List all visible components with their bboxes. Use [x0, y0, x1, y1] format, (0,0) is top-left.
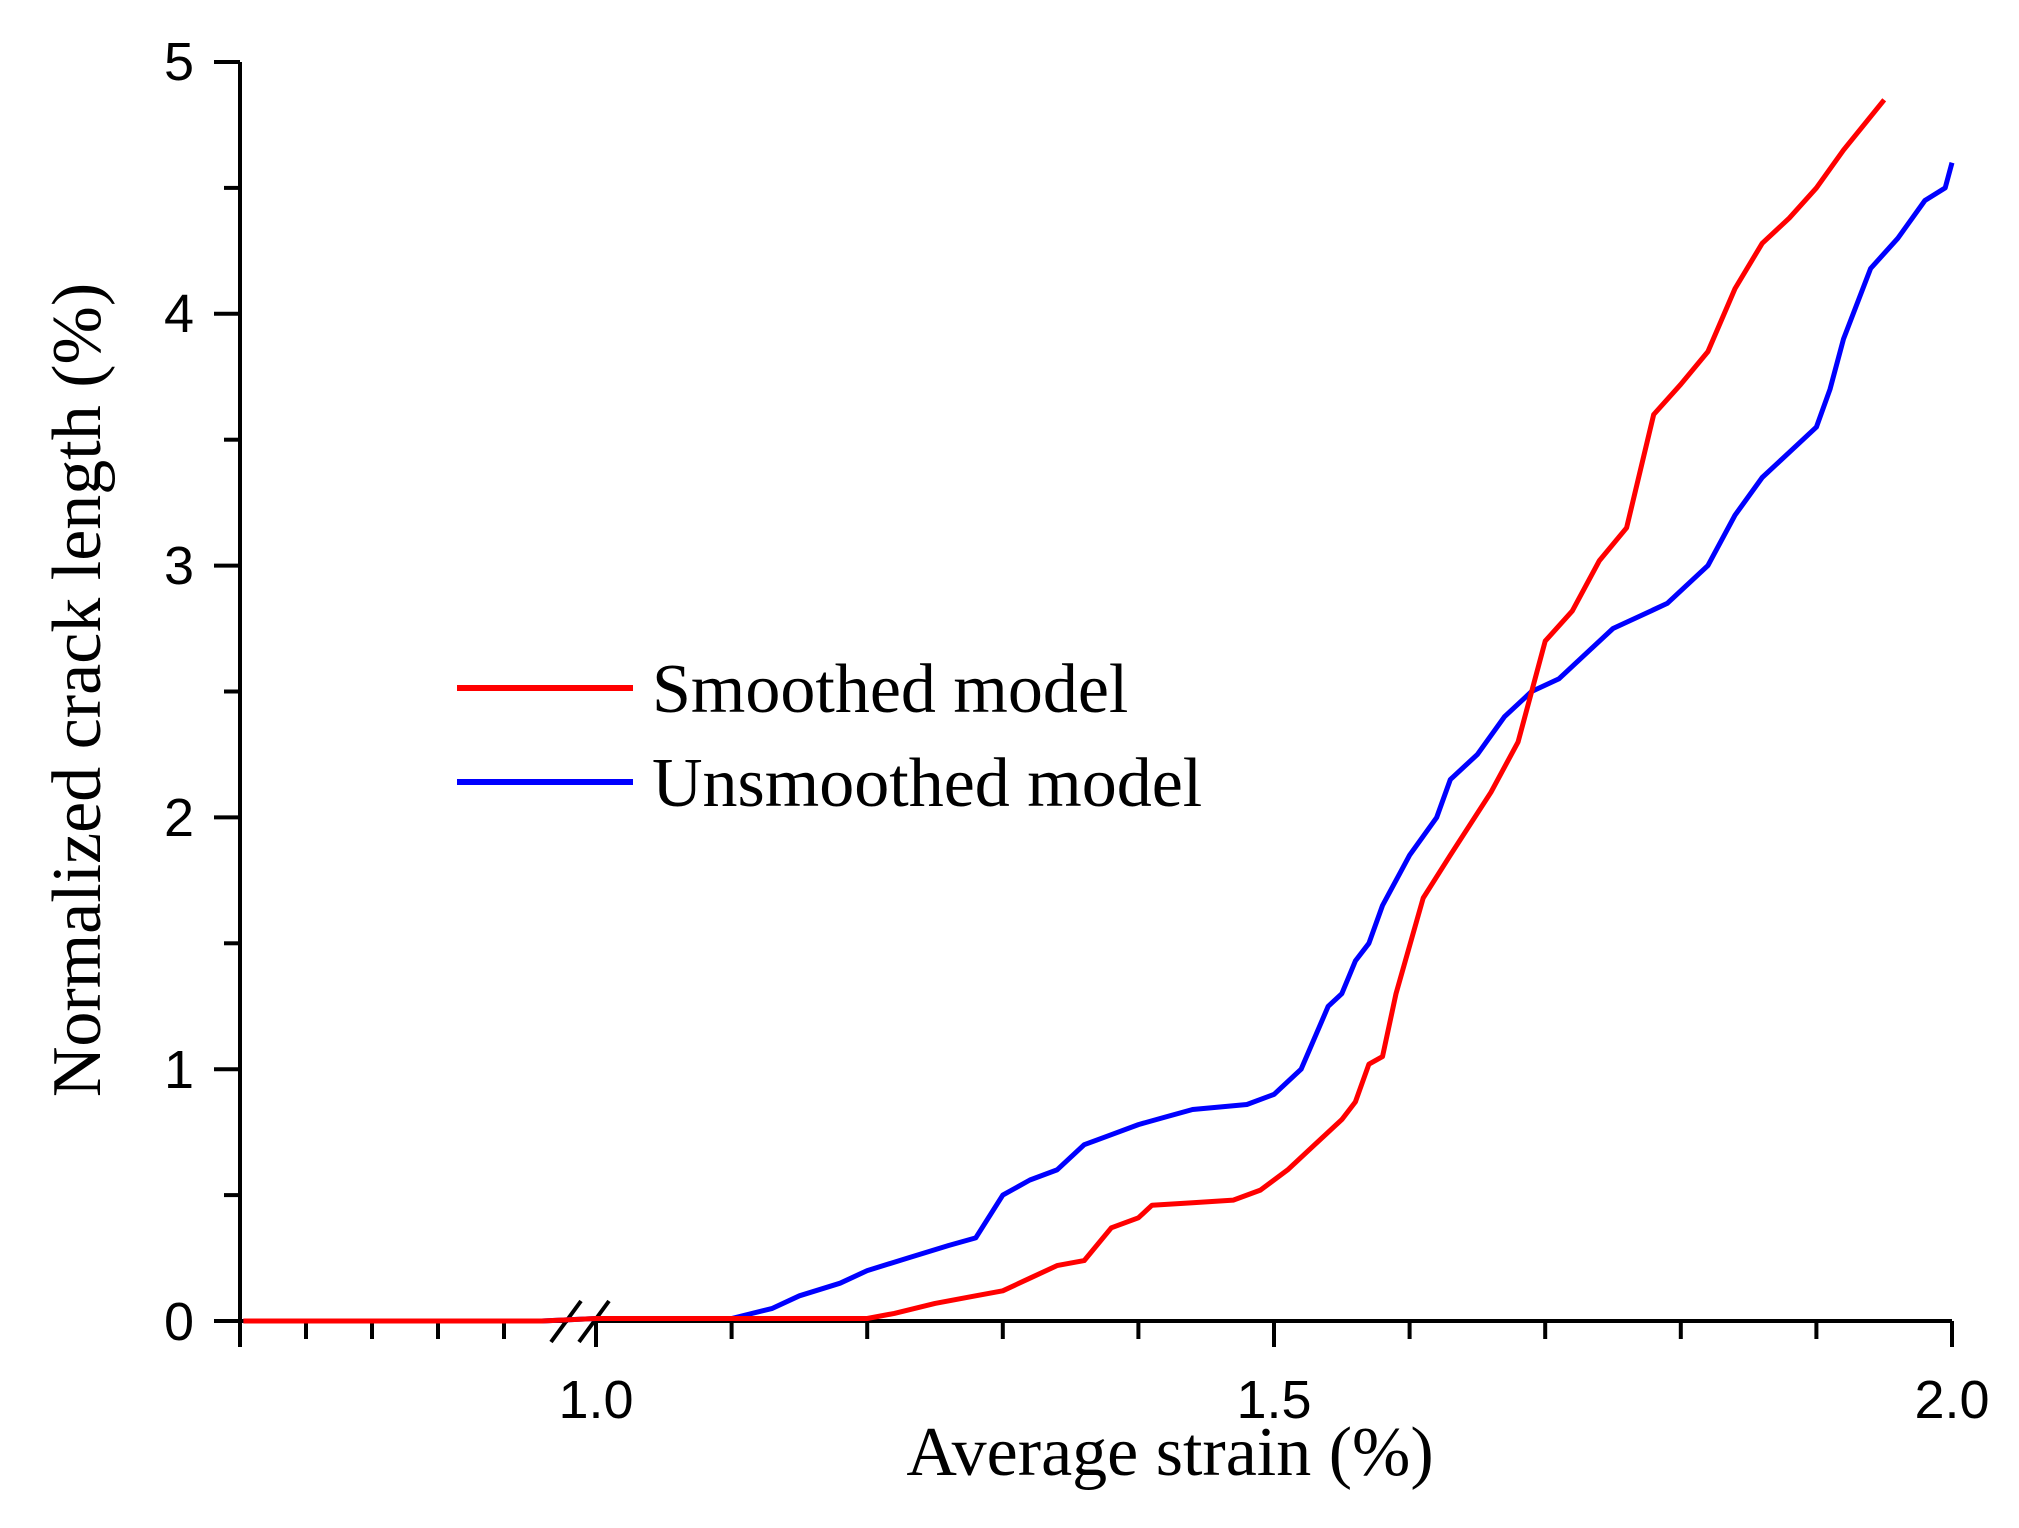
x-tick-label-2-0: 2.0: [1914, 1370, 1989, 1430]
y-tick-label-3: 3: [164, 536, 194, 596]
series-line-unsmoothed-model: [243, 162, 1955, 1324]
y-axis-title: Normalized crack length (%): [39, 283, 116, 1097]
y-tick-label-5: 5: [164, 32, 194, 92]
y-tick-label-4: 4: [164, 284, 194, 344]
y-tick-label-0: 0: [164, 1292, 194, 1352]
legend: Smoothed model Unsmoothed model: [457, 651, 1202, 822]
legend-label-smoothed-model: Smoothed model: [652, 651, 1128, 728]
legend-label-unsmoothed-model: Unsmoothed model: [652, 745, 1202, 822]
x-tick-label-1-0: 1.0: [558, 1370, 633, 1430]
x-tick-label-1-5: 1.5: [1236, 1370, 1311, 1430]
tick-labels: 1.0 1.5 2.0 0 1 2 3 4 5: [164, 32, 1990, 1430]
y-tick-label-1: 1: [164, 1040, 194, 1100]
series: [243, 98, 1955, 1324]
x-axis-title: Average strain (%): [906, 1414, 1433, 1491]
ticks: [214, 60, 1954, 1347]
y-tick-label-2: 2: [164, 788, 194, 848]
series-line-smoothed-model: [243, 98, 1887, 1324]
